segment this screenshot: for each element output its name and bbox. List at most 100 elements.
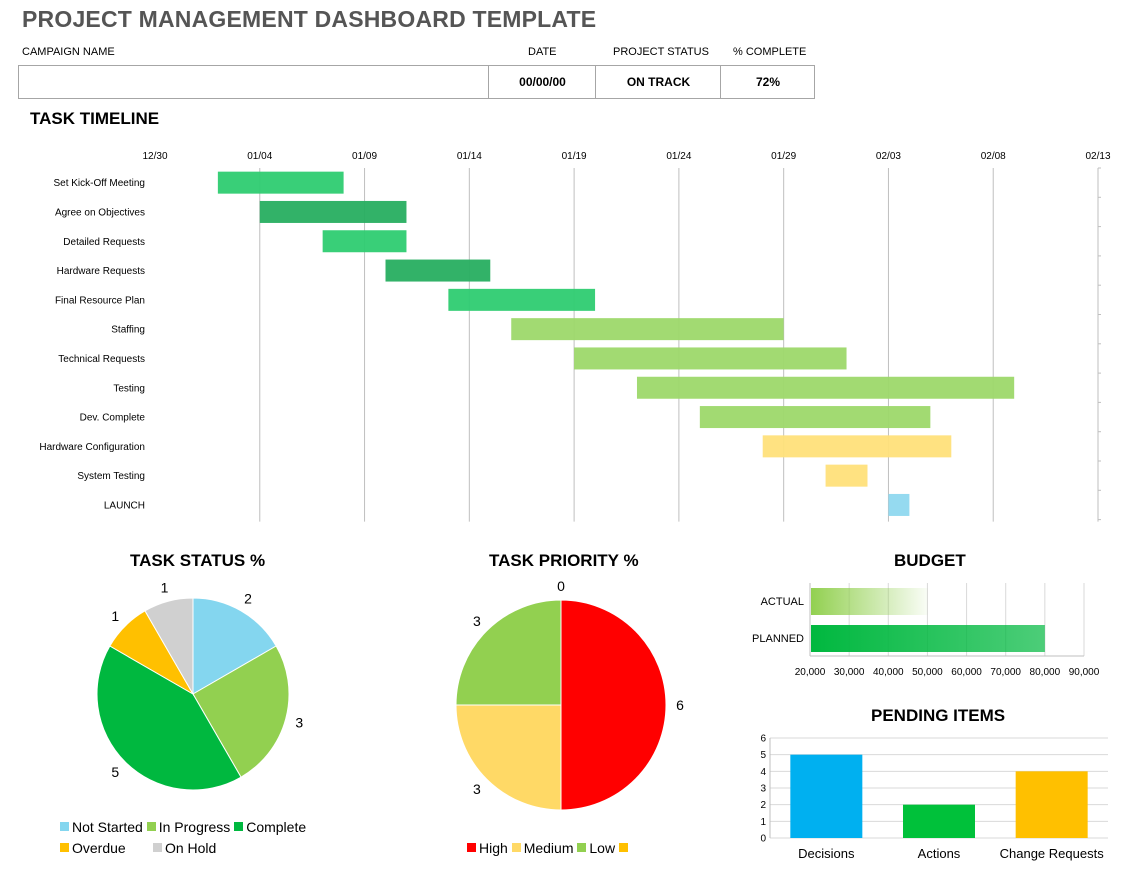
pie-data-label: 2 xyxy=(244,591,252,607)
task-priority-title: TASK PRIORITY % xyxy=(489,551,639,570)
timeline-tick-label: 12/30 xyxy=(142,151,167,162)
legend-label: High xyxy=(479,840,508,856)
pending-bar-actions xyxy=(903,804,975,838)
budget-bar-chart: 20,000 30,000 40,000 50,000 60,000 70,000 80,0… xyxy=(752,583,1100,678)
budget-category-label: ACTUAL xyxy=(761,596,804,608)
timeline-tick-label: 01/19 xyxy=(562,151,587,162)
budget-tick-label: 60,000 xyxy=(951,667,982,678)
timeline-tick-label: 01/24 xyxy=(666,151,691,162)
pie-data-label: 3 xyxy=(473,613,481,629)
pending-tick-label: 4 xyxy=(760,767,766,778)
pending-bar-decisions xyxy=(790,754,863,838)
pie-slice-complete xyxy=(96,645,242,791)
pending-items-title: PENDING ITEMS xyxy=(871,706,1006,725)
pie-slice-medium xyxy=(455,704,562,811)
legend-swatch xyxy=(60,843,69,852)
timeline-bar-staffing xyxy=(511,318,784,341)
budget-bar-actual xyxy=(811,588,928,615)
pending-items-bar-chart: 0 1 2 3 4 5 6 Decisions Actions Change Requests xyxy=(760,734,1108,861)
legend-item-not-started: Not Started xyxy=(60,819,143,835)
percent-complete-label: % COMPLETE xyxy=(733,46,807,58)
pending-tick-label: 2 xyxy=(760,800,766,811)
pending-tick-label: 0 xyxy=(760,834,766,845)
legend-swatch xyxy=(618,843,628,852)
pending-tick-label: 3 xyxy=(760,784,766,795)
pie-data-label: 0 xyxy=(557,578,565,594)
timeline-task-label: Technical Requests xyxy=(58,354,145,365)
budget-tick-label: 50,000 xyxy=(912,667,943,678)
legend-swatch xyxy=(60,822,69,831)
budget-tick-label: 40,000 xyxy=(873,667,904,678)
pending-bar-change-requests xyxy=(1015,771,1088,838)
pending-category-label: Actions xyxy=(918,846,961,861)
timeline-task-label: System Testing xyxy=(77,471,145,482)
timeline-bar-hardware-requests xyxy=(385,259,491,282)
pie-data-label: 5 xyxy=(111,764,119,780)
pie-slice-low xyxy=(455,599,562,706)
timeline-bar-dev-complete xyxy=(699,406,931,429)
pie-slice-on-hold xyxy=(144,597,194,696)
timeline-task-label: LAUNCH xyxy=(104,500,145,511)
budget-tick-label: 90,000 xyxy=(1069,667,1100,678)
timeline-tick-label: 02/08 xyxy=(981,151,1006,162)
pie-data-label: 1 xyxy=(161,580,169,596)
header-info-row: 00/00/00 ON TRACK 72% xyxy=(18,65,815,99)
timeline-bar-launch xyxy=(888,493,910,516)
legend-item-on-hold: On Hold xyxy=(152,840,216,856)
budget-bar-planned xyxy=(811,625,1045,652)
campaign-name-field[interactable] xyxy=(19,66,488,98)
pie-data-label: 1 xyxy=(111,608,119,624)
task-timeline-chart: 12/30 01/04 01/09 01/14 01/19 01/24 01/29 02/03… xyxy=(39,151,1111,522)
legend-item-medium: Medium xyxy=(511,840,574,856)
pending-tick-label: 6 xyxy=(760,734,766,745)
task-status-legend: Not Started In Progress Complete Overdue… xyxy=(60,819,306,856)
date-label: DATE xyxy=(528,46,557,58)
timeline-bar-hardware-configuration xyxy=(762,435,952,458)
budget-tick-label: 30,000 xyxy=(834,667,865,678)
legend-item-in-progress: In Progress xyxy=(146,819,230,835)
legend-label: Medium xyxy=(523,840,574,856)
timeline-tick-label: 01/29 xyxy=(771,151,796,162)
timeline-task-label: Agree on Objectives xyxy=(55,207,145,218)
timeline-task-label: Hardware Requests xyxy=(57,266,145,277)
pending-tick-label: 1 xyxy=(760,817,766,828)
legend-label: Low xyxy=(589,840,616,856)
legend-swatch xyxy=(577,843,587,852)
project-status-label: PROJECT STATUS xyxy=(613,46,709,58)
budget-tick-label: 80,000 xyxy=(1030,667,1061,678)
percent-complete-field[interactable]: 72% xyxy=(720,66,815,98)
project-status-field[interactable]: ON TRACK xyxy=(595,66,721,98)
timeline-tick-label: 01/14 xyxy=(457,151,482,162)
legend-label: Overdue xyxy=(72,840,126,856)
timeline-bar-agree-on-objectives xyxy=(259,200,407,223)
timeline-task-label: Final Resource Plan xyxy=(55,295,145,306)
date-field[interactable]: 00/00/00 xyxy=(488,66,596,98)
legend-swatch xyxy=(467,843,476,852)
pie-slice-high xyxy=(560,599,667,811)
legend-swatch xyxy=(511,843,521,852)
legend-item-low: Low xyxy=(577,840,615,856)
timeline-bar-set-kick-off-meeting xyxy=(217,171,344,194)
timeline-task-label: Set Kick-Off Meeting xyxy=(53,178,145,189)
timeline-task-label: Staffing xyxy=(111,325,145,336)
legend-label: Not Started xyxy=(72,819,143,835)
legend-item-high: High xyxy=(467,840,508,856)
timeline-task-label: Hardware Configuration xyxy=(39,442,145,453)
campaign-name-label: CAMPAIGN NAME xyxy=(22,46,115,58)
timeline-bar-system-testing xyxy=(825,464,868,487)
timeline-tick-label: 01/09 xyxy=(352,151,377,162)
timeline-bar-testing xyxy=(636,376,1015,399)
task-status-pie-chart: 2 3 5 1 1 xyxy=(96,580,303,791)
task-status-title: TASK STATUS % xyxy=(130,551,266,570)
timeline-bar-detailed-requests xyxy=(322,230,407,253)
legend-swatch xyxy=(152,843,162,852)
legend-item-unnamed xyxy=(618,840,631,856)
pending-category-label: Decisions xyxy=(798,846,855,861)
timeline-tick-label: 02/13 xyxy=(1085,151,1110,162)
legend-item-complete: Complete xyxy=(234,819,306,835)
task-priority-legend: High Medium Low xyxy=(467,840,631,856)
timeline-task-label: Dev. Complete xyxy=(80,413,146,424)
budget-title: BUDGET xyxy=(894,551,966,570)
legend-swatch xyxy=(234,822,244,831)
pending-tick-label: 5 xyxy=(760,750,766,761)
